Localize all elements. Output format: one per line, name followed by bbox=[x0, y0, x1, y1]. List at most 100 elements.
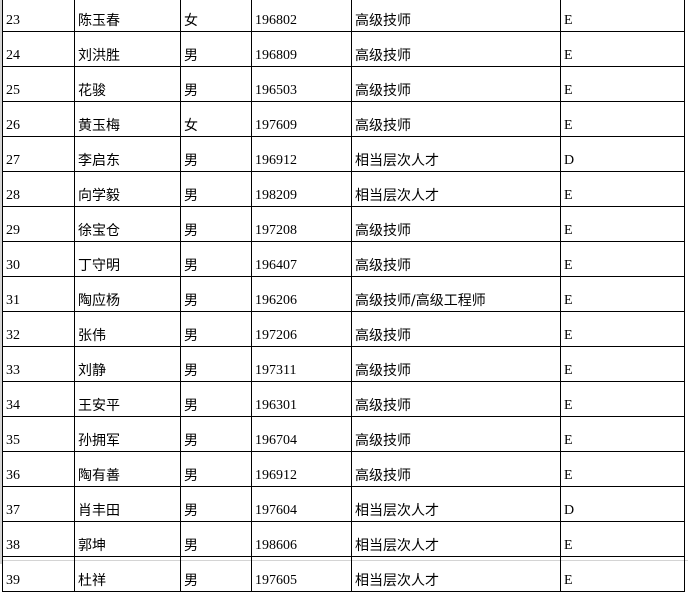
cell-gender[interactable]: 男 bbox=[180, 416, 252, 452]
cell-gender[interactable]: 男 bbox=[180, 206, 252, 242]
cell-grade[interactable]: E bbox=[560, 346, 685, 382]
cell-birth[interactable]: 197605 bbox=[251, 556, 352, 592]
cell-birth[interactable]: 197208 bbox=[251, 206, 352, 242]
cell-title[interactable]: 相当层次人才 bbox=[351, 556, 561, 592]
cell-name[interactable]: 陶应杨 bbox=[74, 276, 181, 312]
cell-grade[interactable]: D bbox=[560, 136, 685, 172]
cell-birth[interactable]: 197206 bbox=[251, 311, 352, 347]
cell-name[interactable]: 孙拥军 bbox=[74, 416, 181, 452]
cell-gender[interactable]: 男 bbox=[180, 311, 252, 347]
cell-title[interactable]: 相当层次人才 bbox=[351, 486, 561, 522]
cell-birth[interactable]: 198209 bbox=[251, 171, 352, 207]
cell-grade[interactable]: E bbox=[560, 311, 685, 347]
cell-gender[interactable]: 男 bbox=[180, 381, 252, 417]
cell-grade[interactable]: E bbox=[560, 381, 685, 417]
cell-gender[interactable]: 男 bbox=[180, 136, 252, 172]
cell-birth[interactable]: 196503 bbox=[251, 66, 352, 102]
cell-number[interactable]: 31 bbox=[2, 276, 75, 312]
cell-name[interactable]: 向学毅 bbox=[74, 171, 181, 207]
cell-number[interactable]: 39 bbox=[2, 556, 75, 592]
cell-title[interactable]: 高级技师 bbox=[351, 31, 561, 67]
cell-title[interactable]: 高级技师/高级工程师 bbox=[351, 276, 561, 312]
cell-title[interactable]: 相当层次人才 bbox=[351, 136, 561, 172]
cell-name[interactable]: 陶有善 bbox=[74, 451, 181, 487]
cell-name[interactable]: 刘静 bbox=[74, 346, 181, 382]
cell-grade[interactable]: E bbox=[560, 276, 685, 312]
cell-title[interactable]: 高级技师 bbox=[351, 241, 561, 277]
cell-birth[interactable]: 196704 bbox=[251, 416, 352, 452]
cell-title[interactable]: 高级技师 bbox=[351, 66, 561, 102]
cell-grade[interactable]: E bbox=[560, 556, 685, 592]
cell-grade[interactable]: E bbox=[560, 521, 685, 557]
cell-birth[interactable]: 196802 bbox=[251, 0, 352, 32]
cell-title[interactable]: 高级技师 bbox=[351, 346, 561, 382]
cell-title[interactable]: 高级技师 bbox=[351, 416, 561, 452]
cell-grade[interactable]: E bbox=[560, 31, 685, 67]
cell-title[interactable]: 高级技师 bbox=[351, 381, 561, 417]
cell-name[interactable]: 徐宝仓 bbox=[74, 206, 181, 242]
cell-number[interactable]: 33 bbox=[2, 346, 75, 382]
cell-number[interactable]: 25 bbox=[2, 66, 75, 102]
cell-birth[interactable]: 196407 bbox=[251, 241, 352, 277]
cell-gender[interactable]: 男 bbox=[180, 276, 252, 312]
cell-name[interactable]: 肖丰田 bbox=[74, 486, 181, 522]
cell-gender[interactable]: 男 bbox=[180, 171, 252, 207]
cell-grade[interactable]: E bbox=[560, 101, 685, 137]
cell-name[interactable]: 郭坤 bbox=[74, 521, 181, 557]
cell-title[interactable]: 高级技师 bbox=[351, 311, 561, 347]
cell-gender[interactable]: 男 bbox=[180, 66, 252, 102]
cell-gender[interactable]: 男 bbox=[180, 521, 252, 557]
cell-birth[interactable]: 196809 bbox=[251, 31, 352, 67]
cell-grade[interactable]: E bbox=[560, 0, 685, 32]
cell-birth[interactable]: 196912 bbox=[251, 451, 352, 487]
cell-number[interactable]: 36 bbox=[2, 451, 75, 487]
cell-name[interactable]: 张伟 bbox=[74, 311, 181, 347]
cell-number[interactable]: 26 bbox=[2, 101, 75, 137]
cell-number[interactable]: 28 bbox=[2, 171, 75, 207]
cell-number[interactable]: 30 bbox=[2, 241, 75, 277]
cell-gender[interactable]: 男 bbox=[180, 241, 252, 277]
cell-birth[interactable]: 197311 bbox=[251, 346, 352, 382]
cell-number[interactable]: 27 bbox=[2, 136, 75, 172]
cell-title[interactable]: 高级技师 bbox=[351, 451, 561, 487]
cell-birth[interactable]: 196301 bbox=[251, 381, 352, 417]
cell-title[interactable]: 高级技师 bbox=[351, 101, 561, 137]
cell-title[interactable]: 高级技师 bbox=[351, 206, 561, 242]
cell-name[interactable]: 杜祥 bbox=[74, 556, 181, 592]
cell-name[interactable]: 李启东 bbox=[74, 136, 181, 172]
cell-grade[interactable]: E bbox=[560, 66, 685, 102]
cell-grade[interactable]: E bbox=[560, 206, 685, 242]
cell-number[interactable]: 37 bbox=[2, 486, 75, 522]
cell-gender[interactable]: 男 bbox=[180, 486, 252, 522]
cell-name[interactable]: 陈玉春 bbox=[74, 0, 181, 32]
cell-title[interactable]: 高级技师 bbox=[351, 0, 561, 32]
cell-birth[interactable]: 197604 bbox=[251, 486, 352, 522]
cell-name[interactable]: 刘洪胜 bbox=[74, 31, 181, 67]
cell-grade[interactable]: E bbox=[560, 171, 685, 207]
cell-number[interactable]: 38 bbox=[2, 521, 75, 557]
cell-title[interactable]: 相当层次人才 bbox=[351, 171, 561, 207]
cell-grade[interactable]: E bbox=[560, 451, 685, 487]
cell-gender[interactable]: 男 bbox=[180, 346, 252, 382]
cell-birth[interactable]: 197609 bbox=[251, 101, 352, 137]
cell-name[interactable]: 黄玉梅 bbox=[74, 101, 181, 137]
cell-birth[interactable]: 198606 bbox=[251, 521, 352, 557]
cell-birth[interactable]: 196206 bbox=[251, 276, 352, 312]
cell-grade[interactable]: D bbox=[560, 486, 685, 522]
cell-name[interactable]: 花骏 bbox=[74, 66, 181, 102]
cell-number[interactable]: 34 bbox=[2, 381, 75, 417]
cell-gender[interactable]: 男 bbox=[180, 556, 252, 592]
cell-number[interactable]: 32 bbox=[2, 311, 75, 347]
cell-name[interactable]: 丁守明 bbox=[74, 241, 181, 277]
cell-title[interactable]: 相当层次人才 bbox=[351, 521, 561, 557]
cell-gender[interactable]: 女 bbox=[180, 0, 252, 32]
cell-grade[interactable]: E bbox=[560, 416, 685, 452]
cell-number[interactable]: 24 bbox=[2, 31, 75, 67]
cell-gender[interactable]: 男 bbox=[180, 31, 252, 67]
cell-birth[interactable]: 196912 bbox=[251, 136, 352, 172]
cell-number[interactable]: 29 bbox=[2, 206, 75, 242]
cell-grade[interactable]: E bbox=[560, 241, 685, 277]
cell-name[interactable]: 王安平 bbox=[74, 381, 181, 417]
cell-number[interactable]: 35 bbox=[2, 416, 75, 452]
cell-gender[interactable]: 女 bbox=[180, 101, 252, 137]
